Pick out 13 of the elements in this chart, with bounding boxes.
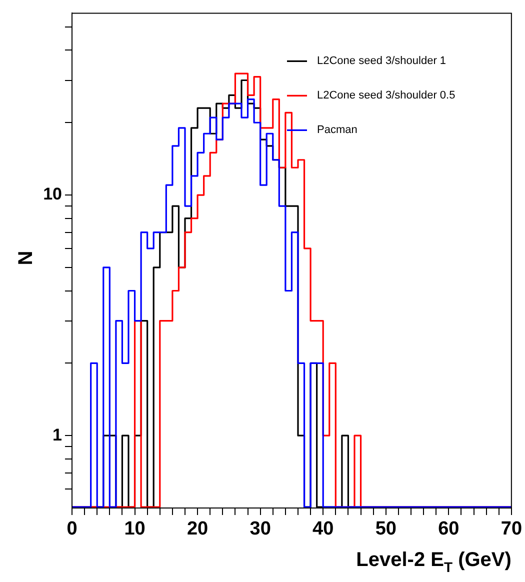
x-tick-label: 70: [500, 518, 522, 540]
x-tick-label: 60: [438, 518, 460, 540]
legend-label: Pacman: [317, 124, 358, 136]
y-tick-label: 1: [52, 425, 62, 444]
legend-label: L2Cone seed 3/shoulder 1: [317, 55, 446, 68]
x-tick-label: 0: [66, 518, 78, 540]
x-tick-label: 20: [186, 518, 208, 540]
x-tick-label: 30: [250, 518, 271, 540]
x-tick-label: 10: [124, 518, 146, 540]
x-tick-label: 50: [375, 518, 396, 540]
y-axis-title: N: [15, 250, 37, 266]
legend-label: L2Cone seed 3/shoulder 0.5: [317, 90, 456, 102]
x-tick-label: 40: [312, 518, 334, 540]
